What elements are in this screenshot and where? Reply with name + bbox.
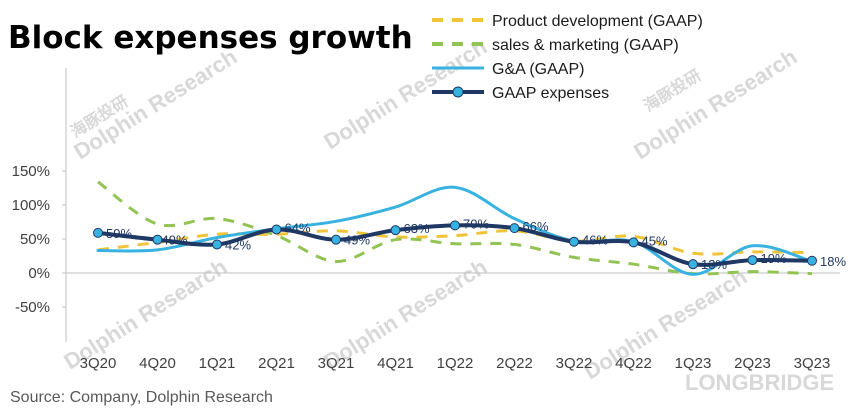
x-tick-label: 2Q22 — [496, 355, 533, 372]
legend-item-product-development: Product development (GAAP) — [432, 13, 703, 30]
data-label: 46% — [582, 233, 608, 248]
source-note: Source: Company, Dolphin Research — [10, 389, 273, 406]
data-label: 66% — [523, 219, 549, 234]
legend-item-sales-marketing: sales & marketing (GAAP) — [432, 37, 679, 54]
data-label: 49% — [344, 233, 370, 248]
legend-label: GAAP expenses — [492, 85, 609, 102]
data-point — [390, 225, 401, 236]
legend-label: Product development (GAAP) — [492, 13, 703, 30]
data-labels: 59% 49% 42% 64% 49% 63% 70% 66% 46% 45% 13% 19% 18% — [106, 216, 846, 272]
data-point — [331, 234, 341, 245]
data-point — [688, 259, 698, 270]
series-line-ga — [96, 185, 814, 276]
x-tick-label: 1Q21 — [199, 355, 236, 372]
legend-label: sales & marketing (GAAP) — [492, 37, 679, 54]
data-label: 18% — [820, 254, 846, 269]
data-label: 42% — [225, 237, 251, 252]
x-tick-label: 1Q23 — [675, 355, 712, 372]
data-label: 59% — [106, 226, 132, 241]
x-tick-label: 3Q22 — [556, 355, 593, 372]
data-label: 64% — [285, 220, 311, 235]
data-point — [509, 223, 520, 234]
x-tick-label: 2Q21 — [258, 355, 295, 372]
data-point — [152, 234, 163, 245]
x-tick-label: 2Q23 — [734, 355, 771, 372]
data-label: 70% — [463, 216, 489, 231]
x-tick-label: 4Q21 — [377, 355, 414, 372]
data-point — [569, 236, 579, 247]
x-tick-label: 4Q22 — [615, 355, 652, 372]
data-point — [212, 239, 222, 250]
watermark-text: LONGBRIDGE — [685, 370, 834, 395]
legend-item-ga: G&A (GAAP) — [432, 61, 584, 78]
x-tick-label: 3Q20 — [80, 355, 117, 372]
data-label: 45% — [642, 233, 668, 248]
y-tick-label: 100% — [12, 197, 50, 214]
y-tick-label: -50% — [15, 299, 50, 316]
data-point — [450, 220, 460, 231]
y-tick-label: 150% — [12, 163, 50, 180]
data-point — [807, 255, 817, 266]
y-tick-label: 0% — [28, 265, 50, 282]
series-line-product-development — [97, 229, 813, 256]
legend: Product development (GAAP) sales & marke… — [432, 13, 703, 102]
y-axis-ticks: 150% 100% 50% 0% -50% — [12, 163, 66, 316]
x-axis-ticks: 3Q20 4Q20 1Q21 2Q21 3Q21 4Q21 1Q22 2Q22 3Q22 4Q22… — [80, 355, 831, 372]
x-tick-label: 3Q21 — [318, 355, 355, 372]
chart-title: Block expenses growth — [8, 20, 413, 56]
data-label: 13% — [701, 257, 727, 272]
series-layer — [93, 180, 817, 276]
data-point — [747, 255, 758, 266]
legend-marker — [452, 86, 464, 98]
data-point — [271, 224, 282, 235]
x-tick-label: 3Q23 — [794, 355, 831, 372]
legend-item-gaap-expenses: GAAP expenses — [432, 85, 609, 102]
data-label: 49% — [162, 233, 188, 248]
data-label: 19% — [761, 251, 787, 266]
data-point — [628, 237, 639, 248]
data-label: 63% — [404, 221, 430, 236]
x-tick-label: 1Q22 — [437, 355, 474, 372]
y-tick-label: 50% — [20, 231, 50, 248]
data-point — [93, 227, 103, 238]
x-tick-label: 4Q20 — [139, 355, 176, 372]
legend-label: G&A (GAAP) — [492, 61, 584, 78]
